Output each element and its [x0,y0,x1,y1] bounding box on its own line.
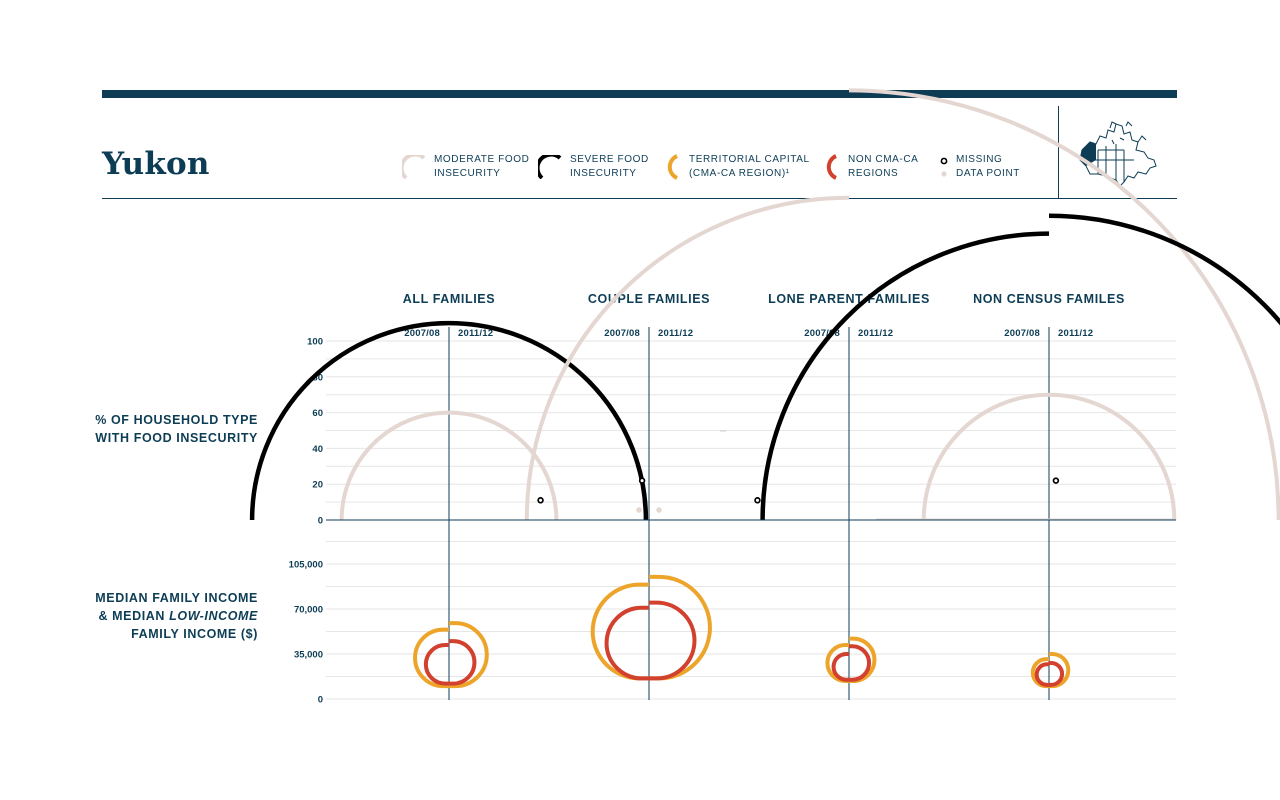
capital-income-shape [413,627,449,689]
group-title: LONE PARENT FAMILIES [768,292,930,306]
noncma-arc-icon [826,154,837,180]
period-label-right: 2011/12 [858,328,893,339]
row-label-food: % OF HOUSEHOLD TYPE WITH FOOD INSECURITY [95,413,258,445]
income-y-tick-label: 35,000 [294,650,323,661]
income-y-tick-label: 70,000 [294,605,323,616]
period-label-left: 2007/08 [404,328,440,339]
moderate-arc-icon [402,155,426,179]
severe-arc-icon [538,155,562,179]
row-label-income: MEDIAN FAMILY INCOME & MEDIAN LOW-INCOME… [95,591,258,641]
moderate-missing-dot [636,507,642,513]
legend-noncma: NON CMA-CA REGIONS [822,153,918,181]
food-y-tick-label: 100 [307,337,323,348]
moderate-arc [339,410,450,521]
missing-dot-icon [940,157,948,177]
legend-severe: SEVERE FOOD INSECURITY [538,153,649,181]
capital-arc-icon [667,154,678,180]
income-y-tick-label: 105,000 [289,560,323,571]
group-title: COUPLE FAMILIES [588,292,710,306]
period-label-right: 2011/12 [458,328,493,339]
noncma-income-shape [449,639,477,686]
noncma-income-shape [649,600,697,681]
severe-missing-dot [638,477,646,484]
period-label-right: 2011/12 [658,328,693,339]
period-label-right: 2011/12 [1058,328,1093,339]
severe-arc [760,231,1050,521]
legend-capital: TERRITORIAL CAPITAL (CMA-CA REGION)¹ [663,153,810,181]
group-title: NON CENSUS FAMILES [973,292,1125,306]
noncma-income-shape [1049,661,1064,687]
moderate-arc [448,410,559,521]
legend-moderate: MODERATE FOOD INSECURITY [402,153,529,181]
severe-missing-dot [754,497,761,504]
income-y-tick-label: 0 [318,695,323,706]
noncma-income-shape [1034,662,1049,687]
moderate-arc [921,392,1050,521]
top-rule [102,90,1177,98]
capital-income-shape [649,574,712,681]
noncma-income-shape [831,652,849,682]
food-y-tick-label: 60 [312,408,323,419]
severe-arc [1048,213,1280,326]
noncma-income-shape [424,643,449,686]
moderate-arc [848,88,1280,521]
food-y-tick-label: 80 [312,372,323,383]
moderate-arc [1048,392,1177,521]
severe-arc [249,320,450,521]
severe-missing-dot [1052,477,1060,484]
food-y-tick-label: 20 [312,480,323,491]
period-label-left: 2007/08 [604,328,640,339]
legend-missing: MISSING DATA POINT [938,153,1020,181]
food-y-tick-label: 0 [318,516,323,527]
period-label-left: 2007/08 [1004,328,1040,339]
period-label-left: 2007/08 [804,328,840,339]
severe-missing-dot [537,497,544,504]
noncma-income-shape [849,644,871,682]
severe-arc [448,320,649,521]
noncma-income-shape [604,605,649,681]
group-title: ALL FAMILIES [403,292,495,306]
food-y-tick-label: 40 [312,444,323,455]
header-divider [1058,106,1059,198]
page-title: Yukon [102,146,210,182]
capital-income-shape [449,621,489,689]
moderate-missing-dot [656,507,662,513]
moderate-arc [524,195,850,521]
capital-income-shape [590,582,649,681]
